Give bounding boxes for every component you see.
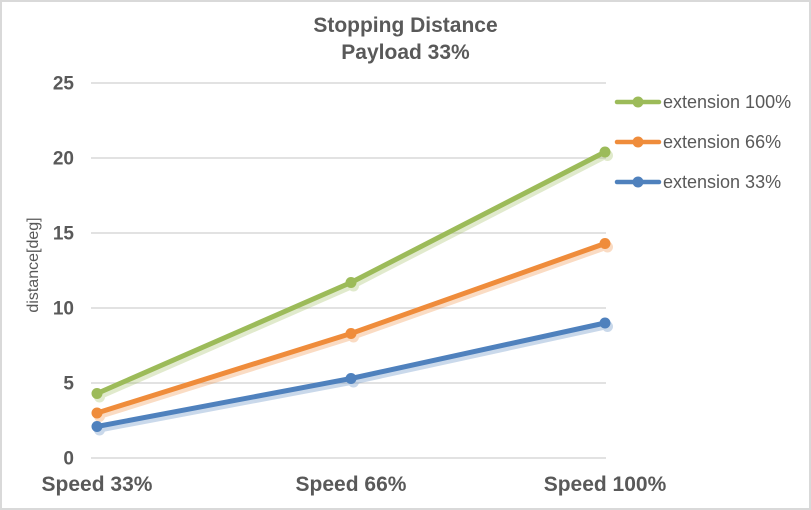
data-point-marker <box>599 238 611 249</box>
x-tick-label: Speed 100% <box>544 473 667 496</box>
data-point-marker <box>345 373 357 384</box>
data-point-marker <box>91 421 103 432</box>
data-point-marker <box>345 277 357 288</box>
legend-swatch-marker <box>632 176 644 188</box>
x-tick-label: Speed 66% <box>296 473 407 496</box>
x-tick-label: Speed 33% <box>42 473 153 496</box>
data-point-marker <box>91 388 103 399</box>
y-tick-label: 25 <box>53 74 75 95</box>
legend-item-label: extension 100% <box>663 92 791 112</box>
series-extension-66- <box>91 238 611 419</box>
chart-title: Stopping Distance Payload 33% <box>0 12 811 66</box>
data-point-marker <box>345 328 357 339</box>
chart-title-line2: Payload 33% <box>341 41 470 64</box>
data-point-marker <box>599 146 611 158</box>
y-tick-label: 5 <box>63 374 74 395</box>
y-tick-label: 0 <box>63 449 74 470</box>
legend-item-label: extension 66% <box>663 132 781 152</box>
y-tick-label: 15 <box>53 224 75 245</box>
series-extension-100- <box>91 146 611 399</box>
data-point-marker <box>91 407 103 419</box>
series-extension-33- <box>91 317 611 432</box>
legend-swatch-marker <box>632 136 644 148</box>
legend-swatch-marker <box>632 96 644 108</box>
data-point-marker <box>599 317 611 329</box>
legend-item-label: extension 33% <box>663 172 781 192</box>
y-tick-label: 10 <box>53 299 74 320</box>
chart-title-line1: Stopping Distance <box>313 14 498 37</box>
y-tick-label: 20 <box>53 149 74 170</box>
